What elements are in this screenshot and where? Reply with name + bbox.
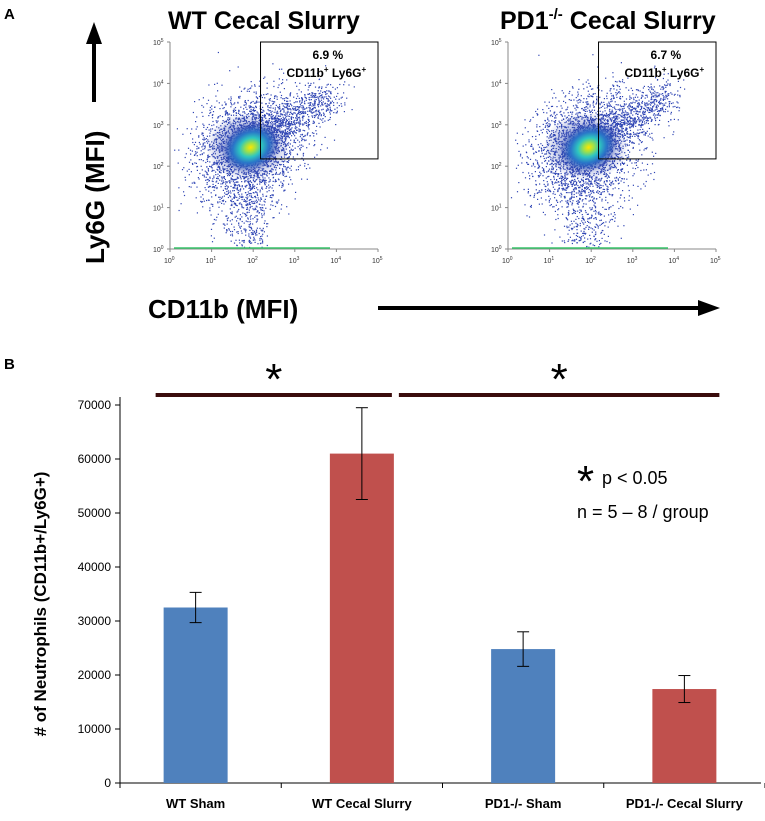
- legend-pvalue: p < 0.05: [602, 468, 668, 488]
- bar: [491, 649, 556, 783]
- bar-y-axis-label: # of Neutrophils (CD11b+/Ly6G+): [31, 472, 50, 737]
- bar: [163, 607, 228, 783]
- flow-x-tick-label: 100: [164, 256, 175, 265]
- bar-y-tick-label: 60000: [78, 452, 112, 466]
- flow-x-tick-label: 103: [627, 256, 638, 265]
- bar-y-tick-label: 70000: [78, 398, 112, 412]
- significance-star: *: [265, 355, 282, 404]
- bar-y-tick-label: 50000: [78, 506, 112, 520]
- flow-y-tick-label: 105: [491, 38, 502, 47]
- legend-n: n = 5 – 8 / group: [577, 502, 709, 522]
- flow-y-tick-label: 102: [491, 162, 502, 171]
- bar-y-tick-label: 40000: [78, 560, 112, 574]
- flow-y-arrow: [86, 22, 102, 102]
- flow-gate: [260, 41, 379, 160]
- flow-gate-label: CD11b+ Ly6G+: [625, 65, 705, 80]
- bar-y-tick-label: 0: [104, 776, 111, 790]
- bar-category-label: WT Sham: [166, 796, 225, 811]
- flow-x-tick-label: 104: [668, 256, 679, 265]
- flow-x-tick-label: 104: [330, 256, 341, 265]
- flow-x-tick-label: 102: [247, 256, 258, 265]
- flow-x-axis-label: CD11b (MFI): [148, 294, 298, 324]
- flow-gate: [598, 41, 717, 160]
- flow-y-tick-label: 101: [153, 204, 164, 213]
- panel-b-letter: B: [4, 356, 15, 373]
- flow-x-tick-label: 105: [372, 256, 383, 265]
- flow-plot-2-title: PD1-/- Cecal Slurry: [500, 6, 716, 35]
- flow-y-axis-label: Ly6G (MFI): [80, 131, 110, 264]
- legend-star: *: [577, 457, 594, 506]
- flow-gate-percent: 6.9 %: [313, 48, 344, 62]
- flow-gate-label: CD11b+ Ly6G+: [287, 65, 367, 80]
- flow-density-core: [221, 122, 280, 173]
- bar: [329, 453, 394, 783]
- flow-gate-percent: 6.7 %: [651, 48, 682, 62]
- flow-density-core: [559, 122, 618, 173]
- flow-x-tick-label: 101: [206, 256, 217, 265]
- panel-a-letter: A: [4, 6, 15, 23]
- flow-x-arrow: [378, 300, 720, 316]
- flow-y-tick-label: 105: [153, 38, 164, 47]
- flow-y-tick-label: 101: [491, 204, 502, 213]
- bar-category-label: PD1-/- Cecal Slurry: [626, 796, 744, 811]
- flow-x-tick-label: 100: [502, 256, 513, 265]
- bar-y-tick-label: 20000: [78, 668, 112, 682]
- flow-y-tick-label: 100: [491, 245, 502, 254]
- flow-x-tick-label: 101: [544, 256, 555, 265]
- bar-y-tick-label: 30000: [78, 614, 112, 628]
- bar-category-label: PD1-/- Sham: [485, 796, 562, 811]
- bar: [652, 689, 717, 783]
- flow-x-tick-label: 105: [710, 256, 721, 265]
- flow-x-tick-label: 103: [289, 256, 300, 265]
- neutrophil-bar-chart: 0 10000 20000 30000 40000 50000 60000 70000 # of…: [31, 355, 765, 811]
- flow-y-tick-label: 104: [153, 79, 164, 88]
- flow-y-tick-label: 103: [153, 121, 164, 130]
- flow-y-tick-label: 103: [491, 121, 502, 130]
- significance-star: *: [551, 355, 568, 404]
- flow-x-tick-label: 102: [585, 256, 596, 265]
- flow-y-tick-label: 100: [153, 245, 164, 254]
- flow-y-tick-label: 102: [153, 162, 164, 171]
- bar-category-label: WT Cecal Slurry: [312, 796, 412, 811]
- flow-y-tick-label: 104: [491, 79, 502, 88]
- flow-plot-1-title: WT Cecal Slurry: [168, 7, 360, 35]
- bar-y-tick-label: 10000: [78, 722, 112, 736]
